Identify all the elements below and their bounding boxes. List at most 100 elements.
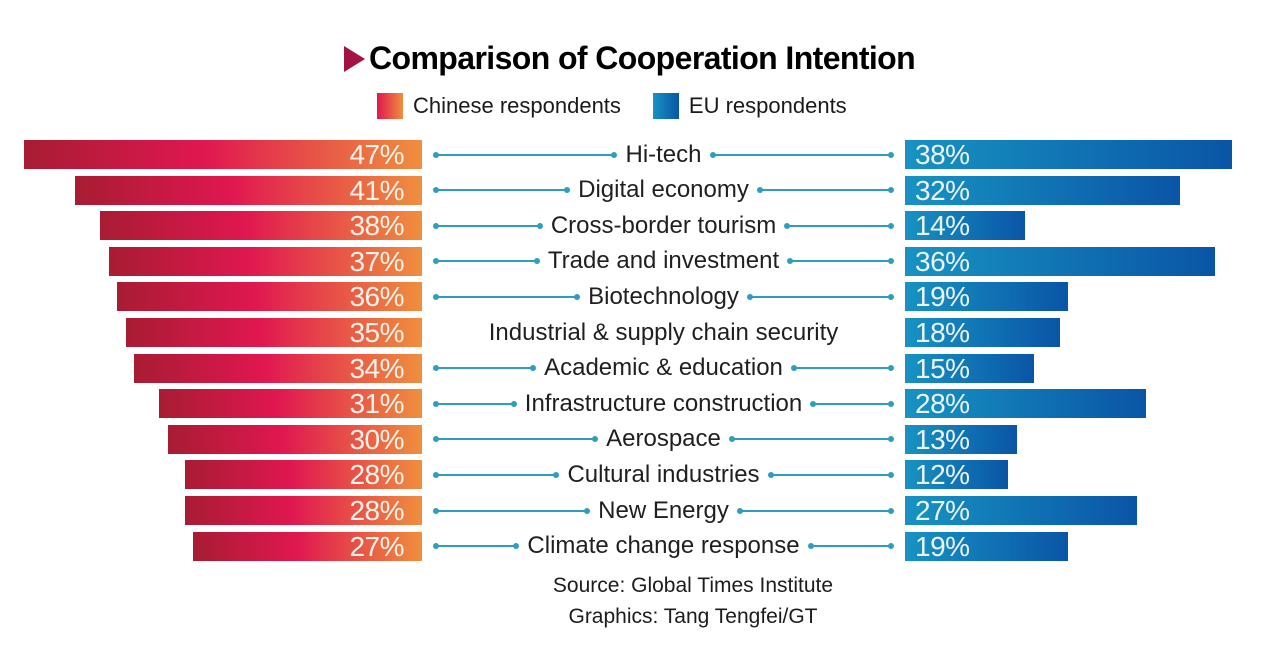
chart-footer: Source: Global Times Institute Graphics:… <box>443 570 943 632</box>
chinese-bar: 28% <box>185 496 422 525</box>
leader-line-left <box>432 151 618 158</box>
eu-value-label: 18% <box>915 317 970 348</box>
eu-value-label: 12% <box>915 459 970 491</box>
chinese-value-label: 36% <box>349 281 404 313</box>
chinese-value-label: 31% <box>349 388 404 420</box>
category-cell: Cultural industries <box>432 460 895 489</box>
chinese-bar: 47% <box>24 140 422 169</box>
eu-bar: 13% <box>905 423 1017 455</box>
chinese-bar: 36% <box>117 281 422 313</box>
category-label: Hi-tech <box>625 140 702 168</box>
leader-line-left <box>432 187 571 194</box>
leader-line-left <box>433 400 517 407</box>
credit-text: Graphics: Tang Tengfei/GT <box>568 605 818 628</box>
leader-line-left <box>432 436 599 443</box>
category-label: Cultural industries <box>567 460 760 488</box>
eu-bar: 36% <box>905 245 1215 277</box>
source-text: Source: Global Times Institute <box>552 574 834 597</box>
eu-value-label: 13% <box>915 423 970 455</box>
eu-value-label: 19% <box>915 530 970 562</box>
eu-bar: 15% <box>905 353 1034 383</box>
category-label: Digital economy <box>578 176 749 204</box>
category-label: Climate change response <box>527 532 800 560</box>
chart-row: 41% Digital economy 32% <box>0 174 1267 206</box>
leader-line-left <box>432 365 537 372</box>
chinese-value-label: 37% <box>349 245 404 277</box>
eu-value-label: 27% <box>915 495 970 526</box>
category-label: Cross-border tourism <box>550 211 777 239</box>
leader-line-right <box>807 543 895 550</box>
eu-bar: 19% <box>905 281 1068 313</box>
eu-value-label: 28% <box>915 388 970 420</box>
chart-row: 30% Aerospace 13% <box>0 423 1267 455</box>
chinese-legend-label: Chinese respondents <box>413 93 621 118</box>
leader-line-left <box>432 543 520 550</box>
eu-bar: 19% <box>905 530 1068 562</box>
leader-line-right <box>790 365 895 372</box>
eu-value-label: 38% <box>915 139 970 170</box>
legend-item-chinese: Chinese respondents <box>377 93 621 119</box>
chinese-value-label: 47% <box>349 139 404 170</box>
leader-line-right <box>787 258 894 265</box>
chinese-bar: 35% <box>126 318 422 347</box>
category-cell: Digital economy <box>432 176 895 205</box>
chinese-value-label: 28% <box>349 459 404 491</box>
eu-bar: 18% <box>905 318 1060 347</box>
category-label: Academic & education <box>544 354 783 382</box>
leader-line-right <box>709 151 895 158</box>
category-label: Trade and investment <box>547 247 780 275</box>
chart-header: Comparison of Cooperation Intention <box>344 40 916 77</box>
category-cell: Cross-border tourism <box>433 211 894 240</box>
chart-row: 31% Infrastructure construction 28% <box>0 388 1267 420</box>
eu-legend-swatch <box>652 93 679 119</box>
leader-line-right <box>756 187 895 194</box>
legend-item-eu: EU respondents <box>652 93 847 119</box>
eu-bar: 12% <box>905 459 1008 491</box>
chart-row: 47% Hi-tech 38% <box>0 140 1267 169</box>
chinese-bar: 30% <box>168 423 422 455</box>
chinese-bar: 34% <box>134 352 422 384</box>
leader-line-right <box>810 400 894 407</box>
leader-line-right <box>728 436 895 443</box>
category-label: Infrastructure construction <box>524 389 803 417</box>
chinese-bar: 27% <box>193 530 422 562</box>
chart-row: 28% Cultural industries 12% <box>0 459 1267 491</box>
chinese-bar: 28% <box>185 459 422 491</box>
eu-bar: 32% <box>905 175 1180 205</box>
leader-line-left <box>432 471 560 478</box>
category-label: Industrial & supply chain security <box>488 318 839 346</box>
chart-title: Comparison of Cooperation Intention <box>369 40 916 76</box>
category-cell: Climate change response <box>432 532 895 561</box>
leader-line-left <box>432 507 591 514</box>
category-cell: Biotechnology <box>432 282 895 311</box>
chart-legend: Chinese respondents EU respondents <box>377 93 847 119</box>
chart-row: 28% New Energy 27% <box>0 496 1267 525</box>
category-cell: Trade and investment <box>433 247 894 276</box>
chinese-value-label: 38% <box>349 210 404 242</box>
category-label: Biotechnology <box>588 282 739 310</box>
eu-value-label: 19% <box>915 281 970 313</box>
chinese-value-label: 34% <box>349 352 404 384</box>
chinese-bar: 38% <box>100 210 422 242</box>
chart-row: 38% Cross-border tourism 14% <box>0 210 1267 242</box>
chinese-value-label: 41% <box>349 174 404 206</box>
leader-line-left <box>432 293 581 300</box>
eu-value-label: 36% <box>915 245 970 277</box>
chart-row: 37% Trade and investment 36% <box>0 245 1267 277</box>
eu-bar: 38% <box>905 140 1232 169</box>
category-cell: Industrial & supply chain security <box>434 318 893 347</box>
leader-line-right <box>784 222 894 229</box>
chinese-value-label: 28% <box>349 495 404 526</box>
chinese-value-label: 27% <box>349 530 404 562</box>
category-label: New Energy <box>598 496 729 524</box>
chinese-bar: 37% <box>109 245 422 277</box>
eu-bar: 27% <box>905 496 1137 525</box>
chinese-value-label: 35% <box>349 317 404 348</box>
eu-legend-label: EU respondents <box>688 93 847 118</box>
leader-line-right <box>746 293 895 300</box>
chinese-value-label: 30% <box>349 423 404 455</box>
chart-row: 34% Academic & education 15% <box>0 352 1267 384</box>
leader-line-right <box>736 507 895 514</box>
chinese-legend-swatch <box>377 93 403 119</box>
